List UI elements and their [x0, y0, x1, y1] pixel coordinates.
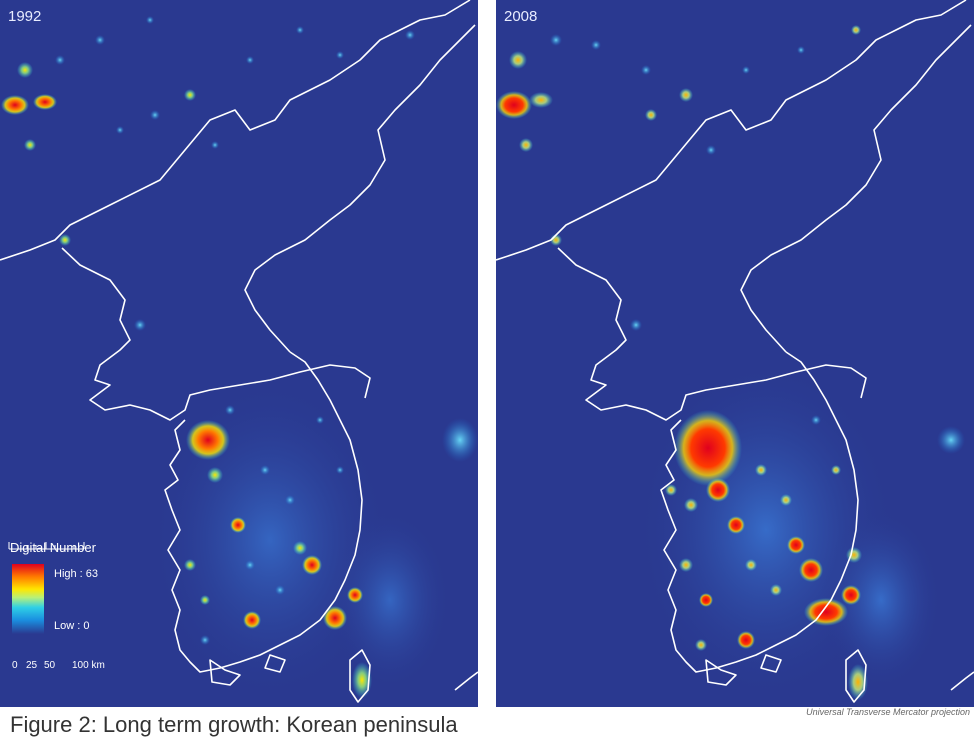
country-borders — [496, 0, 974, 703]
projection-note: Universal Transverse Mercator projection — [806, 707, 970, 717]
legend-low-label: Low : 0 — [54, 620, 90, 632]
south-korea-lights — [184, 405, 372, 698]
china-lights — [1, 16, 415, 331]
legend-color-ramp — [12, 564, 44, 634]
scale-tick-50: 50 — [44, 660, 56, 671]
legend-title: Digital Number — [10, 540, 96, 555]
nightlight-map-2008 — [496, 0, 974, 703]
scale-tick-25: 25 — [26, 660, 38, 671]
scale-bar — [8, 542, 85, 550]
legend-high-label: High : 63 — [54, 568, 99, 580]
china-lights — [496, 25, 861, 331]
map-panel-1992: 1992 Digital Number High : 63 Low : 0 0 … — [0, 0, 478, 707]
haze-japan — [330, 510, 450, 690]
scale-tick-0: 0 — [12, 660, 18, 671]
year-label-2008: 2008 — [504, 8, 538, 25]
haze-japan — [821, 510, 941, 690]
country-borders — [0, 0, 478, 703]
nightlight-map-1992 — [0, 0, 478, 703]
map-panel-2008: 2008 — [496, 0, 974, 707]
map-legend: Digital Number High : 63 Low : 0 0 25 50… — [8, 540, 148, 690]
glow-island — [442, 418, 478, 462]
figure-caption: Figure 2: Long term growth: Korean penin… — [10, 712, 458, 737]
year-label-1992: 1992 — [8, 8, 42, 25]
scale-tick-100: 100 km — [72, 660, 105, 671]
south-korea-lights — [665, 410, 868, 700]
glow-island — [937, 426, 965, 454]
